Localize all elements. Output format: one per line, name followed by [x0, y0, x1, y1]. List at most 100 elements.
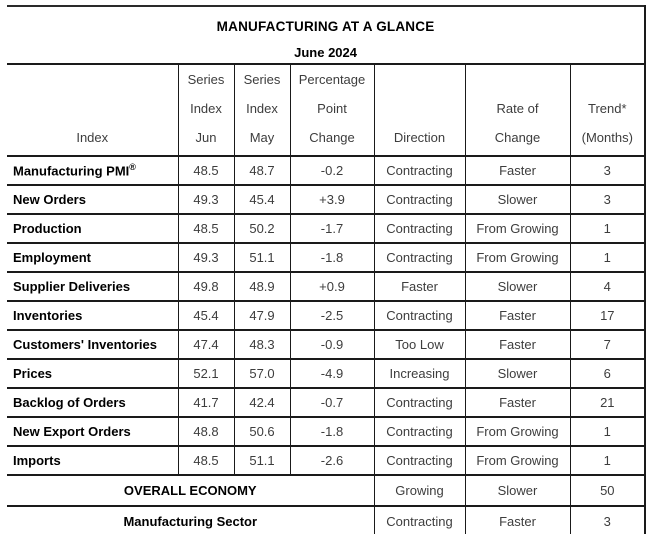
trend-cell: 3	[603, 514, 611, 529]
header-rate-cell: Rate of Change	[465, 64, 571, 157]
trend-cell: 6	[570, 359, 646, 389]
may-cell: 57.0	[234, 359, 291, 389]
direction-cell: Faster	[374, 272, 466, 302]
index-cell: Backlog of Orders	[7, 388, 179, 418]
rate-cell: From Growing	[465, 214, 571, 244]
jun-cell: 48.8	[178, 417, 235, 447]
change-cell: -0.2	[290, 156, 375, 186]
may-cell: 45.4	[234, 185, 291, 215]
jun-cell: 49.3	[178, 185, 235, 215]
index-cell: Employment	[7, 243, 179, 273]
direction-cell: Contracting	[374, 243, 466, 273]
row-prices: Prices 52.1 57.0 -4.9 Increasing Slower …	[7, 359, 646, 389]
change-cell: -2.5	[290, 301, 375, 331]
row-production: Production 48.5 50.2 -1.7 Contracting Fr…	[7, 214, 646, 244]
jun-cell: 48.5	[178, 156, 235, 186]
direction-cell: Growing	[374, 475, 466, 507]
registered-mark: ®	[129, 162, 136, 173]
summary-label-cell: Manufacturing Sector	[7, 506, 375, 534]
may-cell: 48.9	[234, 272, 291, 302]
index-cell: New Export Orders	[7, 417, 179, 447]
change-cell: +0.9	[290, 272, 375, 302]
change-cell: +3.9	[290, 185, 375, 215]
jun-cell: 49.3	[178, 243, 235, 273]
rate-cell: Faster	[465, 506, 571, 534]
change-cell: -0.9	[290, 330, 375, 360]
may-cell: 50.2	[234, 214, 291, 244]
table-subtitle: June 2024	[294, 45, 357, 60]
header-may-line1: Series	[243, 72, 281, 87]
header-jun-line2: Index	[190, 101, 222, 116]
header-may-line3: May	[249, 130, 275, 145]
index-cell: Manufacturing PMI®	[7, 156, 179, 186]
rate-cell: From Growing	[465, 417, 571, 447]
direction-cell: Contracting	[374, 388, 466, 418]
direction-cell: Contracting	[374, 301, 466, 331]
trend-cell: 21	[570, 388, 646, 418]
header-trend-line1: Trend*	[588, 101, 627, 116]
index-cell: Prices	[7, 359, 179, 389]
rate-cell: Faster	[465, 330, 571, 360]
row-manufacturing-pmi: Manufacturing PMI® 48.5 48.7 -0.2 Contra…	[7, 156, 646, 186]
jun-cell: 47.4	[178, 330, 235, 360]
trend-cell: 3	[570, 185, 646, 215]
index-cell: New Orders	[7, 185, 179, 215]
title-row: MANUFACTURING AT A GLANCE June 2024	[7, 6, 646, 65]
index-cell: Customers' Inventories	[7, 330, 179, 360]
header-trend-line2: (Months)	[581, 130, 633, 145]
trend-cell: 50	[570, 475, 646, 507]
row-supplier-deliveries: Supplier Deliveries 49.8 48.9 +0.9 Faste…	[7, 272, 646, 302]
trend-cell: 7	[570, 330, 646, 360]
change-cell: -1.7	[290, 214, 375, 244]
header-rate-line2: Change	[494, 130, 541, 145]
row-new-orders: New Orders 49.3 45.4 +3.9 Contracting Sl…	[7, 185, 646, 215]
manufacturing-at-a-glance-table: MANUFACTURING AT A GLANCE June 2024 Inde…	[7, 5, 647, 534]
header-jun-line3: Jun	[195, 130, 217, 145]
rate-cell: From Growing	[465, 446, 571, 476]
trend-cell: 1	[570, 214, 646, 244]
change-cell: -4.9	[290, 359, 375, 389]
index-cell: Inventories	[7, 301, 179, 331]
direction-cell: Too Low	[374, 330, 466, 360]
header-direction-label: Direction	[393, 130, 446, 145]
change-cell: -2.6	[290, 446, 375, 476]
jun-cell: 41.7	[178, 388, 235, 418]
jun-cell: 45.4	[178, 301, 235, 331]
row-manufacturing-sector: Manufacturing Sector Contracting Faster …	[7, 506, 645, 534]
direction-cell: Contracting	[374, 214, 466, 244]
may-cell: 47.9	[234, 301, 291, 331]
trend-cell: 17	[570, 301, 646, 331]
header-change-line3: Change	[309, 130, 355, 145]
direction-cell: Contracting	[374, 417, 466, 447]
trend-cell: 1	[570, 243, 646, 273]
row-customers-inventories: Customers' Inventories 47.4 48.3 -0.9 To…	[7, 330, 646, 360]
header-change-line1: Percentage	[298, 72, 366, 87]
header-may-line2: Index	[246, 101, 278, 116]
header-direction-cell: Direction	[374, 64, 466, 157]
jun-cell: 48.5	[178, 214, 235, 244]
may-cell: 51.1	[234, 243, 291, 273]
header-jun-line1: Series	[187, 72, 225, 87]
row-overall-economy: OVERALL ECONOMY Growing Slower 50	[7, 475, 646, 507]
direction-cell: Increasing	[374, 359, 466, 389]
index-label: Manufacturing PMI	[13, 163, 130, 179]
change-cell: -1.8	[290, 417, 375, 447]
change-cell: -0.7	[290, 388, 375, 418]
title-cell: MANUFACTURING AT A GLANCE June 2024	[7, 6, 646, 65]
direction-cell: Contracting	[374, 185, 466, 215]
rate-cell: Faster	[465, 301, 571, 331]
index-cell: Imports	[7, 446, 179, 476]
rate-cell: Slower	[465, 475, 571, 507]
direction-cell: Contracting	[374, 446, 466, 476]
trend-cell: 4	[570, 272, 646, 302]
header-change-cell: Percentage Point Change	[290, 64, 375, 157]
direction-cell: Contracting	[374, 506, 466, 534]
may-cell: 50.6	[234, 417, 291, 447]
header-index-label: Index	[76, 130, 109, 145]
rate-cell: Faster	[465, 156, 571, 186]
row-imports: Imports 48.5 51.1 -2.6 Contracting From …	[7, 446, 646, 476]
table-title: MANUFACTURING AT A GLANCE	[216, 19, 435, 34]
row-new-export-orders: New Export Orders 48.8 50.6 -1.8 Contrac…	[7, 417, 646, 447]
summary-label-cell: OVERALL ECONOMY	[7, 475, 375, 507]
jun-cell: 48.5	[178, 446, 235, 476]
